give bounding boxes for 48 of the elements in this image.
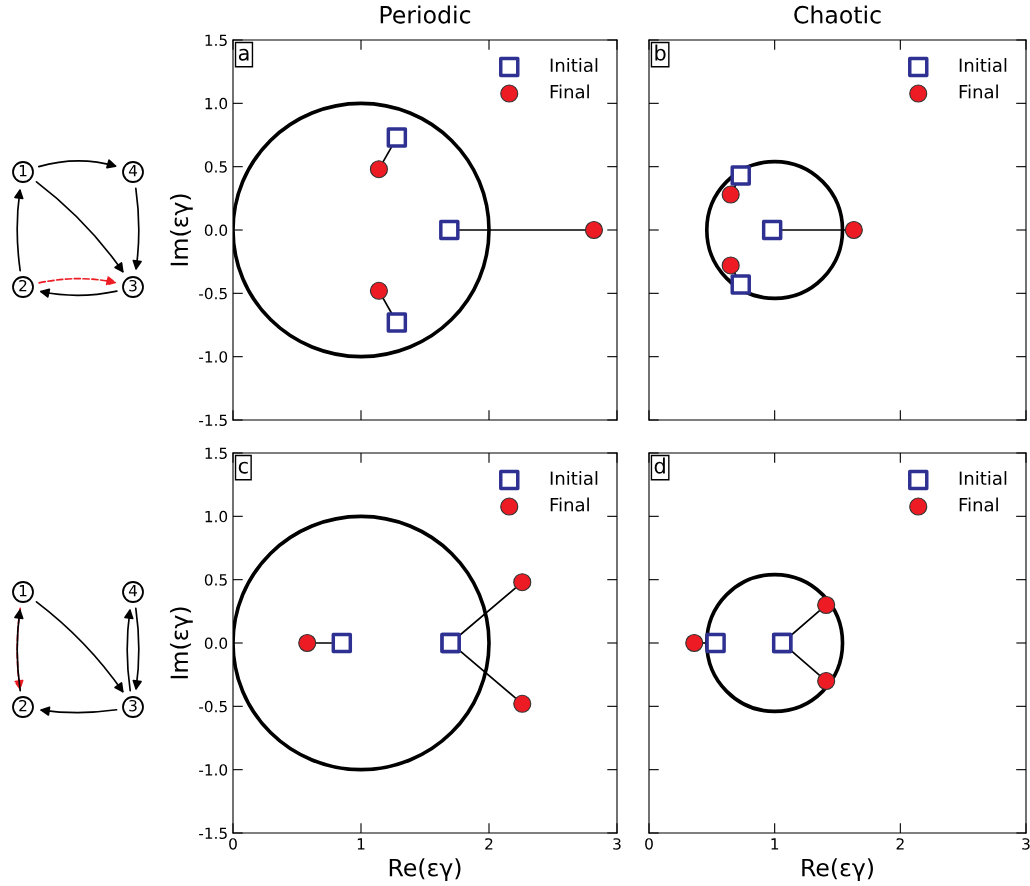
legend-label: Final (550, 84, 589, 99)
x-tick-label: 1 (357, 838, 365, 850)
legend-label: Initial (959, 471, 1007, 486)
text: 2 (19, 279, 27, 292)
annotation: a (238, 48, 249, 61)
y-tick-label: 0.0 (204, 637, 228, 650)
text: 4 (128, 165, 137, 177)
y-tick-label: 1.0 (205, 97, 228, 110)
text: 1 (19, 585, 27, 597)
text: 4 (128, 585, 137, 597)
x-axis-title: Re(εγ) (389, 858, 461, 882)
legend-label: Initial (550, 471, 598, 486)
y-tick-label: -1.0 (199, 764, 228, 776)
text: 3 (129, 279, 137, 292)
y-tick-label: -1.5 (199, 414, 227, 427)
annotation: d (654, 457, 665, 474)
x-tick-label: 1 (771, 838, 779, 850)
legend-label: Final (959, 497, 998, 512)
text: 2 (19, 699, 27, 712)
y-tick-label: 1.5 (205, 447, 227, 460)
legend-label: Final (959, 84, 998, 99)
y-tick-label: 0.5 (204, 574, 227, 586)
legend-label: Initial (550, 58, 598, 73)
x-tick-label: 2 (896, 838, 904, 850)
legend-label: Final (550, 497, 589, 512)
x-tick-label: 0 (229, 838, 237, 850)
y-tick-label: 0.5 (204, 161, 227, 173)
y-axis-title: Im(εγ) (169, 194, 193, 266)
x-tick-label: 3 (613, 838, 621, 850)
x-tick-label: 3 (1022, 838, 1030, 850)
chart-title: Chaotic (794, 5, 881, 24)
y-tick-label: -1.0 (199, 351, 228, 363)
text: 1 (19, 165, 27, 177)
y-tick-label: -0.5 (199, 700, 227, 713)
y-tick-label: 1.5 (205, 34, 227, 47)
y-tick-label: 1.0 (205, 510, 228, 523)
chart-title: Periodic (380, 5, 471, 24)
y-tick-label: 0.0 (204, 224, 228, 237)
annotation: b (655, 44, 666, 61)
y-tick-label: -1.5 (199, 827, 227, 840)
x-axis-title: Re(εγ) (802, 858, 873, 882)
x-tick-label: 2 (485, 838, 493, 850)
legend-label: Initial (959, 58, 1007, 73)
x-tick-label: 0 (645, 838, 653, 850)
y-tick-label: -0.5 (199, 287, 227, 300)
y-axis-title: Im(εγ) (169, 607, 193, 679)
text: 3 (129, 699, 137, 712)
annotation: c (238, 461, 248, 474)
